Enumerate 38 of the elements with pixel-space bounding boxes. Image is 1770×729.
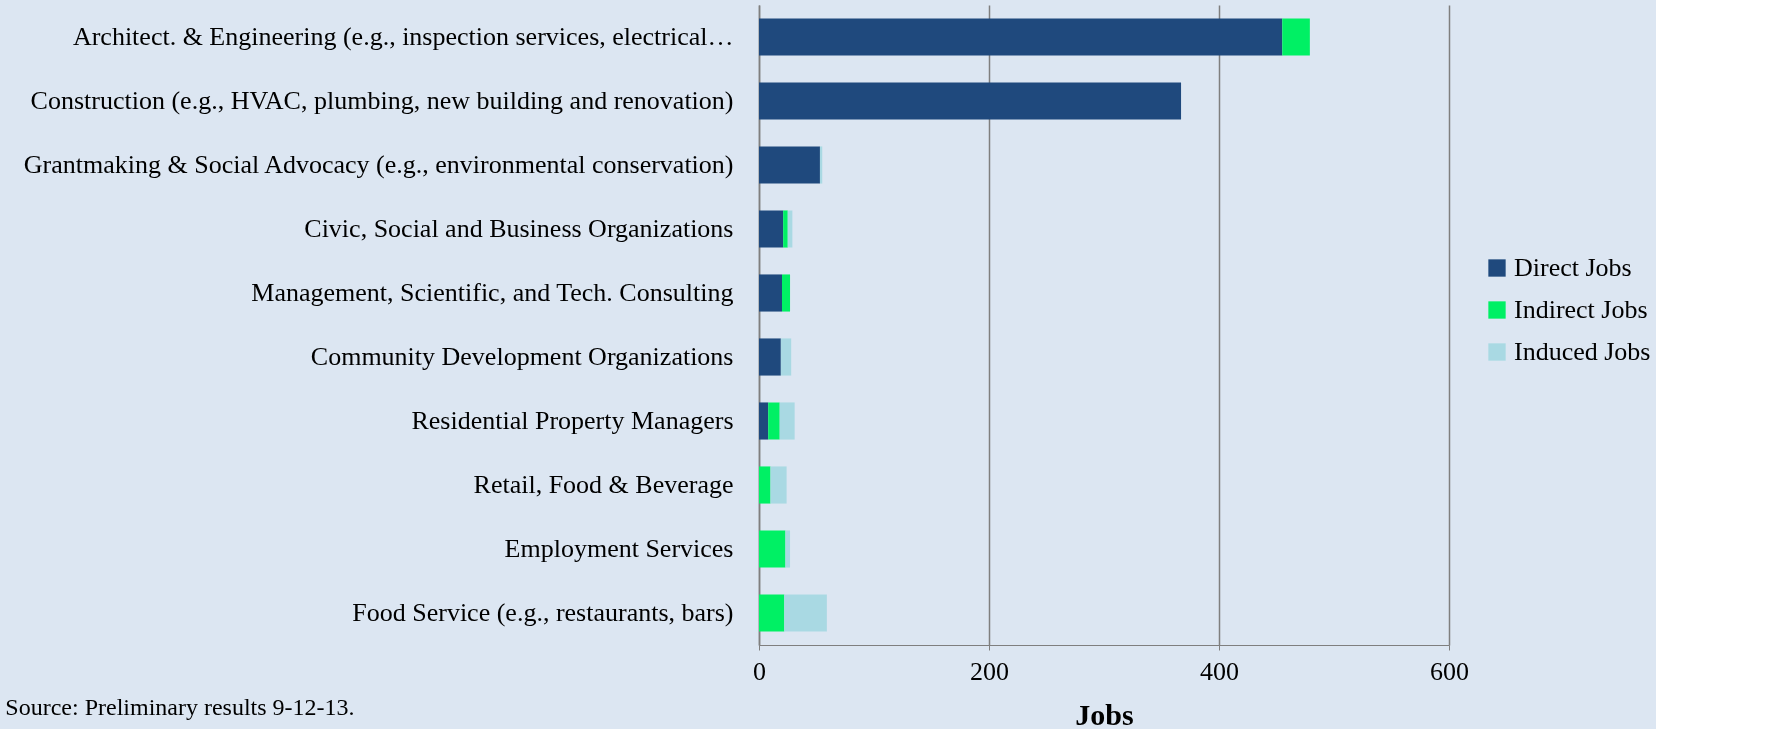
- y-tick-label: Employment Services: [504, 534, 734, 563]
- bar: [759, 18, 1283, 56]
- bar: [782, 274, 791, 312]
- bar: [768, 402, 780, 440]
- x-tick-label: 400: [1200, 656, 1239, 686]
- y-tick-label: Community Development Organizations: [310, 342, 734, 371]
- bar: [785, 530, 791, 568]
- x-tick-label: 200: [970, 656, 1009, 686]
- bar: [759, 594, 785, 632]
- bar: [770, 466, 787, 504]
- bar: [759, 530, 786, 568]
- bar: [1282, 18, 1310, 56]
- bar: [759, 146, 820, 184]
- legend-label: Direct Jobs: [1514, 253, 1632, 282]
- legend-label: Indirect Jobs: [1514, 295, 1648, 324]
- x-tick-label: 0: [753, 656, 766, 686]
- bar: [759, 338, 781, 376]
- x-axis-title: Jobs: [1075, 697, 1134, 729]
- y-tick-label: Architect. & Engineering (e.g., inspection services, electrical…: [72, 22, 734, 51]
- y-tick-label: Construction (e.g., HVAC, plumbing, new building and renovation): [30, 86, 734, 115]
- bar: [779, 402, 795, 440]
- y-tick-label: Residential Property Managers: [411, 406, 734, 435]
- bar: [780, 338, 792, 376]
- bar: [759, 466, 771, 504]
- bar: [759, 274, 782, 312]
- y-tick-label: Grantmaking & Social Advocacy (e.g., environmental conservation): [23, 150, 734, 179]
- y-tick-label: Retail, Food & Beverage: [473, 470, 734, 499]
- bar: [784, 594, 827, 632]
- source-note: Source: Preliminary results 9-12-13.: [5, 694, 355, 720]
- bar: [759, 210, 784, 248]
- legend-label: Induced Jobs: [1514, 337, 1651, 366]
- bar: [783, 210, 788, 248]
- y-tick-label: Civic, Social and Business Organizations: [304, 214, 734, 243]
- y-tick-label: Food Service (e.g., restaurants, bars): [352, 598, 734, 627]
- y-tick-label: Management, Scientific, and Tech. Consulting: [251, 278, 734, 307]
- x-tick-label: 600: [1430, 656, 1469, 686]
- bar: [759, 82, 1182, 120]
- bar: [759, 402, 769, 440]
